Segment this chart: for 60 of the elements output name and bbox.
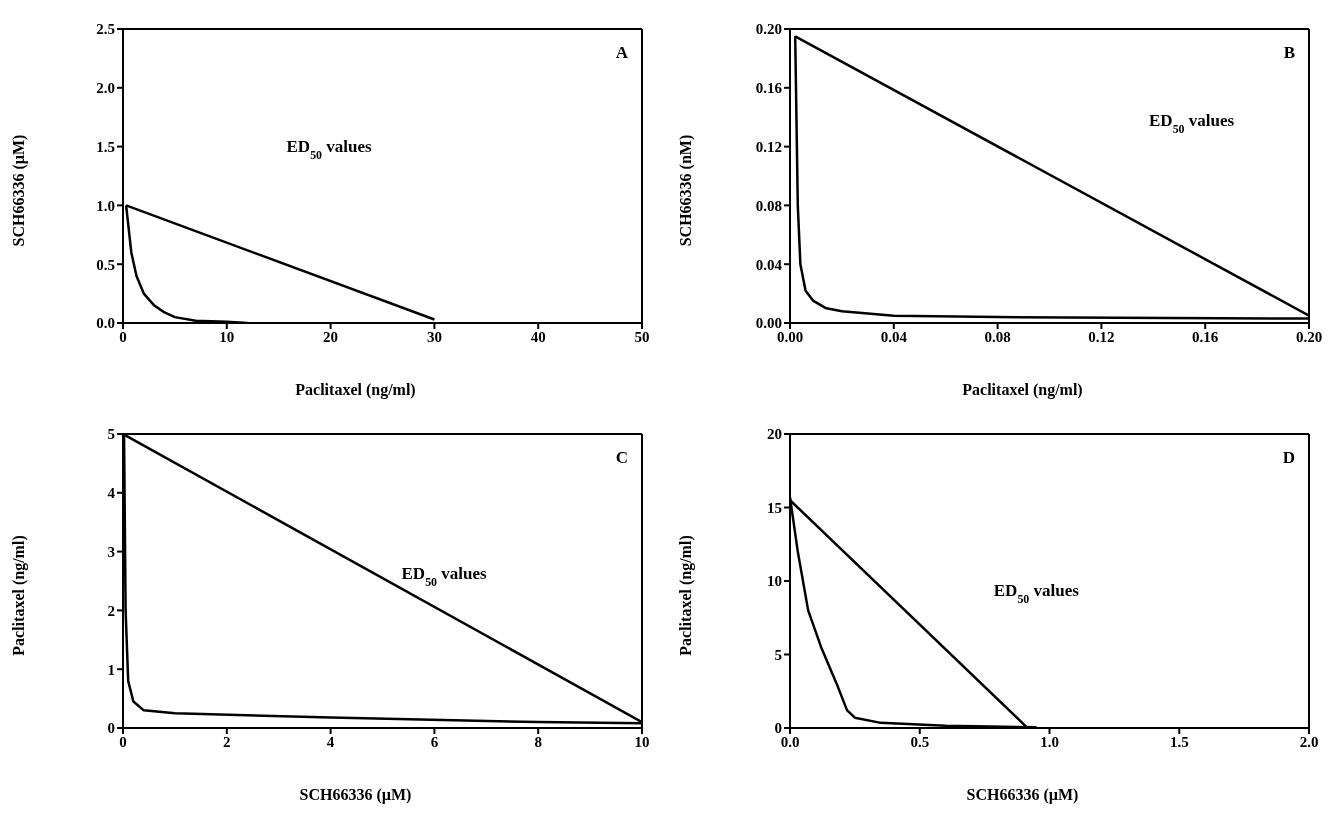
- y-tick-label: 0.12: [755, 138, 782, 155]
- x-tick-label: 0: [119, 733, 127, 750]
- y-tick-label: 5: [774, 646, 782, 663]
- y-tick-label: 20: [767, 426, 782, 443]
- y-axis-title: SCH66336 (µM): [10, 134, 28, 247]
- x-tick-label: 50: [634, 328, 650, 345]
- y-tick-label: 4: [107, 485, 116, 502]
- x-tick-label: 40: [530, 328, 546, 345]
- annotation: ED$_{50}$ values: [401, 564, 487, 590]
- y-tick-label: 2: [107, 602, 115, 619]
- y-tick-label: 0.08: [755, 197, 782, 214]
- y-tick-label: 15: [767, 499, 782, 516]
- x-tick-label: 1.0: [1040, 733, 1059, 750]
- x-tick-label: 0.08: [984, 328, 1011, 345]
- y-tick-label: 0: [107, 720, 115, 737]
- x-tick-label: 8: [534, 733, 542, 750]
- y-tick-label: 0.20: [755, 21, 782, 38]
- y-tick-label: 2.5: [96, 21, 115, 38]
- y-tick-label: 1.5: [96, 138, 115, 155]
- text: A: [615, 43, 629, 62]
- y-axis-title: SCH66336 (nM): [677, 134, 695, 247]
- y-tick-label: 1: [107, 661, 115, 678]
- y-tick-label: 0.0: [96, 315, 115, 332]
- y-tick-label: 5: [107, 426, 115, 443]
- x-tick-label: 20: [323, 328, 339, 345]
- x-tick-label: 0.20: [1295, 328, 1323, 345]
- x-tick-label: 1.5: [1169, 733, 1189, 750]
- text: C: [615, 448, 628, 467]
- x-tick-label: 0.5: [910, 733, 930, 750]
- x-axis-title: Paclitaxel (ng/ml): [295, 381, 416, 399]
- y-tick-label: 0: [774, 720, 782, 737]
- x-tick-label: 10: [634, 733, 650, 750]
- x-axis-title: SCH66336 (µM): [299, 786, 412, 804]
- y-tick-label: 2.0: [96, 80, 115, 97]
- y-axis-title: Paclitaxel (ng/ml): [10, 535, 28, 656]
- y-tick-label: 3: [107, 543, 115, 560]
- x-tick-label: 30: [426, 328, 442, 345]
- x-tick-label: 0: [119, 328, 127, 345]
- annotation: ED$_{50}$ values: [286, 136, 372, 162]
- x-tick-label: 0.04: [880, 328, 908, 345]
- x-tick-label: 2.0: [1299, 733, 1319, 750]
- x-tick-label: 4: [326, 733, 335, 750]
- x-axis-title: Paclitaxel (ng/ml): [962, 381, 1083, 399]
- y-tick-label: 0.04: [755, 256, 783, 273]
- y-tick-label: 0.5: [96, 256, 115, 273]
- y-tick-label: 1.0: [96, 197, 115, 214]
- y-tick-label: 0.16: [755, 80, 783, 97]
- y-tick-label: 10: [767, 573, 782, 590]
- x-axis-title: SCH66336 (µM): [966, 786, 1079, 804]
- x-tick-label: 0.16: [1192, 328, 1219, 345]
- annotation: ED$_{50}$ values: [1149, 110, 1235, 136]
- text: D: [1282, 448, 1295, 467]
- y-tick-label: 0.00: [755, 315, 782, 332]
- x-tick-label: 2: [223, 733, 231, 750]
- annotation: ED$_{50}$ values: [993, 580, 1080, 606]
- x-tick-label: 6: [430, 733, 439, 750]
- y-axis-title: Paclitaxel (ng/ml): [677, 535, 695, 656]
- text: B: [1283, 43, 1295, 62]
- x-tick-label: 0.12: [1088, 328, 1115, 345]
- x-tick-label: 10: [219, 328, 235, 345]
